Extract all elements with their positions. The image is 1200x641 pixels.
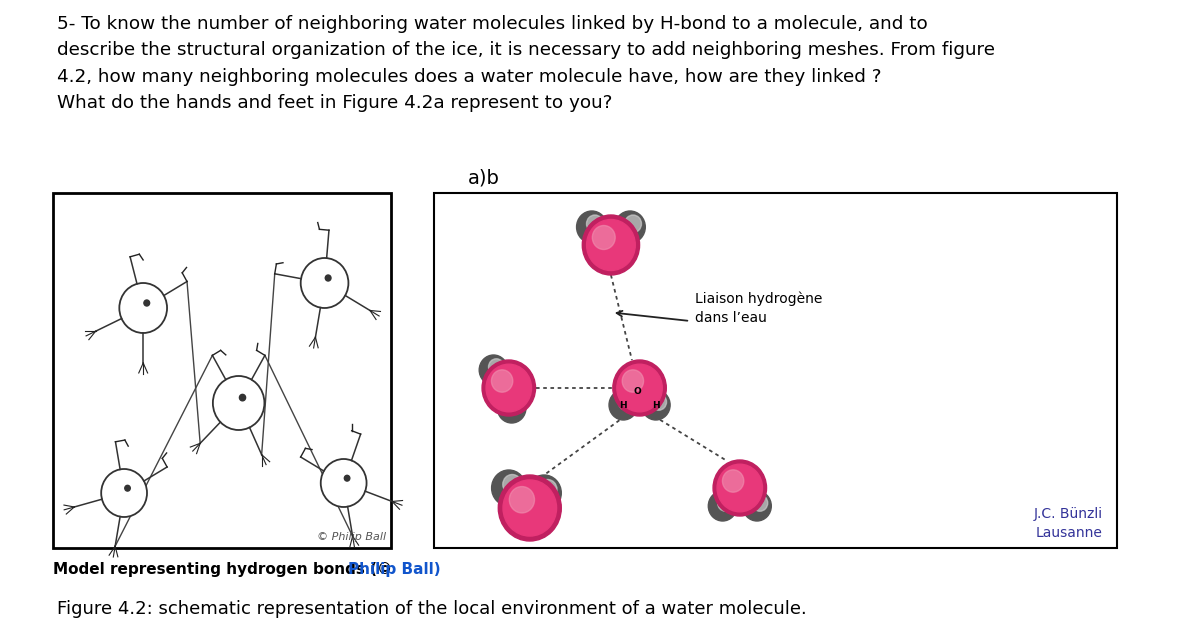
Circle shape xyxy=(538,479,557,499)
Bar xyxy=(53,193,391,548)
Circle shape xyxy=(718,464,762,512)
Circle shape xyxy=(503,474,522,494)
Text: J.C. Bünzli
Lausanne: J.C. Bünzli Lausanne xyxy=(1033,507,1103,540)
Text: Liaison hydrogène
dans l’eau: Liaison hydrogène dans l’eau xyxy=(695,291,822,325)
Text: 5- To know the number of neighboring water molecules linked by H-bond to a molec: 5- To know the number of neighboring wat… xyxy=(58,15,995,112)
Circle shape xyxy=(101,469,148,517)
Text: a)b: a)b xyxy=(468,168,499,187)
Circle shape xyxy=(650,394,666,410)
Circle shape xyxy=(617,364,662,412)
Circle shape xyxy=(119,283,167,333)
Circle shape xyxy=(613,360,666,416)
Circle shape xyxy=(506,397,522,413)
Circle shape xyxy=(642,390,670,420)
Circle shape xyxy=(708,491,737,521)
Circle shape xyxy=(144,300,150,306)
Circle shape xyxy=(713,460,767,516)
Circle shape xyxy=(325,275,331,281)
Circle shape xyxy=(610,390,637,420)
Bar xyxy=(434,193,1117,548)
Text: Figure 4.2: schematic representation of the local environment of a water molecul: Figure 4.2: schematic representation of … xyxy=(58,600,808,618)
Text: H: H xyxy=(619,401,628,410)
Circle shape xyxy=(587,215,604,233)
Circle shape xyxy=(622,370,643,392)
Circle shape xyxy=(625,215,642,233)
Circle shape xyxy=(618,394,634,410)
Circle shape xyxy=(301,258,348,308)
Circle shape xyxy=(479,355,508,385)
Text: H: H xyxy=(652,401,660,410)
Circle shape xyxy=(503,480,557,536)
Circle shape xyxy=(125,485,131,491)
Circle shape xyxy=(240,394,246,401)
Circle shape xyxy=(752,495,768,512)
Circle shape xyxy=(576,211,607,243)
Circle shape xyxy=(593,226,616,249)
Circle shape xyxy=(497,393,526,423)
Circle shape xyxy=(482,360,535,416)
Circle shape xyxy=(320,459,366,507)
Circle shape xyxy=(486,364,532,412)
Circle shape xyxy=(498,475,562,541)
Circle shape xyxy=(212,376,264,430)
Circle shape xyxy=(488,359,504,375)
Text: O: O xyxy=(634,387,642,395)
Circle shape xyxy=(614,211,646,243)
Text: Philip Ball): Philip Ball) xyxy=(348,562,442,577)
Circle shape xyxy=(743,491,772,521)
Circle shape xyxy=(527,475,562,511)
Circle shape xyxy=(344,476,350,481)
Circle shape xyxy=(582,215,640,275)
Circle shape xyxy=(722,470,744,492)
Circle shape xyxy=(492,470,526,506)
Circle shape xyxy=(718,495,733,512)
Text: © Philip Ball: © Philip Ball xyxy=(318,532,386,542)
Circle shape xyxy=(492,370,512,392)
Text: Model representing hydrogen bonds (©: Model representing hydrogen bonds (© xyxy=(53,562,397,577)
Circle shape xyxy=(587,219,635,271)
Circle shape xyxy=(509,487,534,513)
